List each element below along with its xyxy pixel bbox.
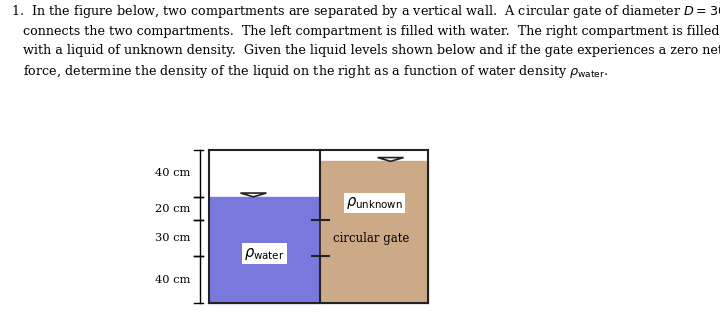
Bar: [320, 161, 428, 303]
Text: 40 cm: 40 cm: [156, 168, 191, 178]
Text: 40 cm: 40 cm: [156, 275, 191, 285]
Text: circular gate: circular gate: [333, 232, 410, 245]
Text: 30 cm: 30 cm: [156, 233, 191, 243]
Bar: [209, 197, 320, 303]
Text: 1.  In the figure below, two compartments are separated by a vertical wall.  A c: 1. In the figure below, two compartments…: [11, 3, 720, 80]
Text: 20 cm: 20 cm: [156, 204, 191, 214]
Text: $\rho_{\mathrm{water}}$: $\rho_{\mathrm{water}}$: [244, 246, 285, 261]
Text: $\rho_{\mathrm{unknown}}$: $\rho_{\mathrm{unknown}}$: [346, 195, 403, 211]
